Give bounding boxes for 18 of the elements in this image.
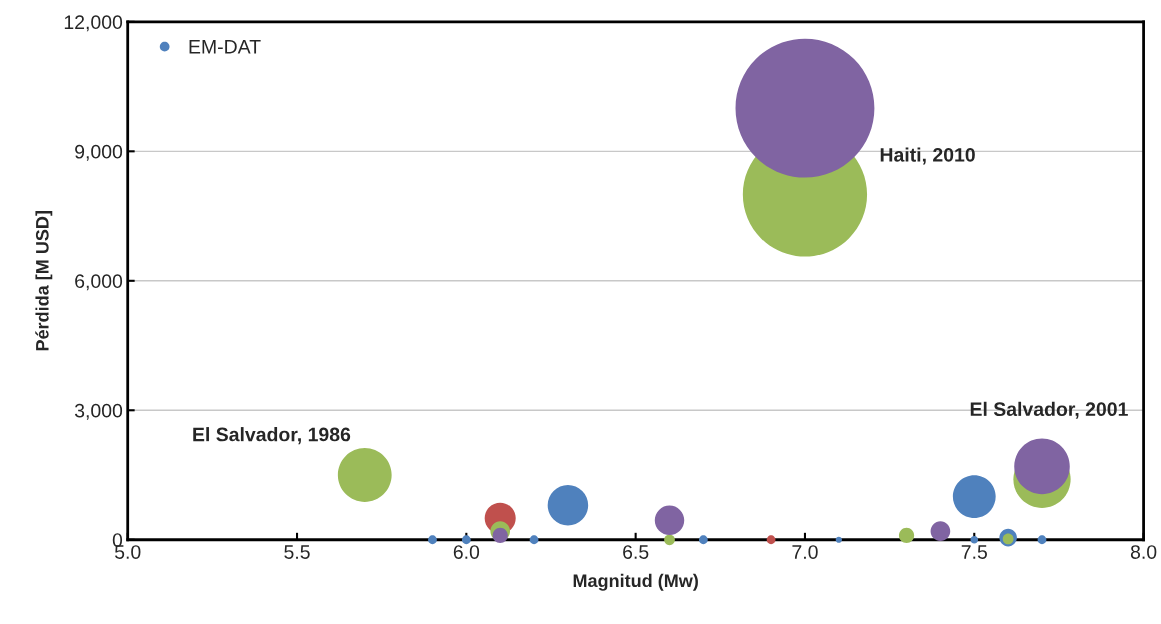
y-tick-label: 6,000	[75, 274, 123, 291]
x-axis-title: Magnitud (Mw)	[573, 573, 698, 591]
annotation: El Salvador, 1986	[193, 427, 351, 445]
annotation: El Salvador, 2001	[970, 401, 1128, 419]
annotation: Haiti, 2010	[880, 147, 975, 165]
y-axis-title: Pérdida [M USD]	[35, 211, 53, 351]
x-tick-label: 6.5	[623, 545, 649, 559]
x-tick-label: 6.0	[453, 545, 480, 559]
y-tick-label: 12,000	[64, 15, 123, 32]
y-tick-label: 0	[112, 533, 123, 547]
x-tick-label: 5.5	[284, 545, 310, 559]
y-tick-label: 9,000	[75, 144, 123, 161]
x-tick-label: 8.0	[1130, 545, 1157, 559]
y-tick-label: 3,000	[74, 403, 123, 420]
x-tick-label: 5.0	[114, 545, 141, 559]
x-tick-label: 7.0	[792, 545, 818, 559]
legend-label: EM-DAT	[189, 40, 261, 54]
x-tick-label: 7.5	[961, 545, 987, 559]
